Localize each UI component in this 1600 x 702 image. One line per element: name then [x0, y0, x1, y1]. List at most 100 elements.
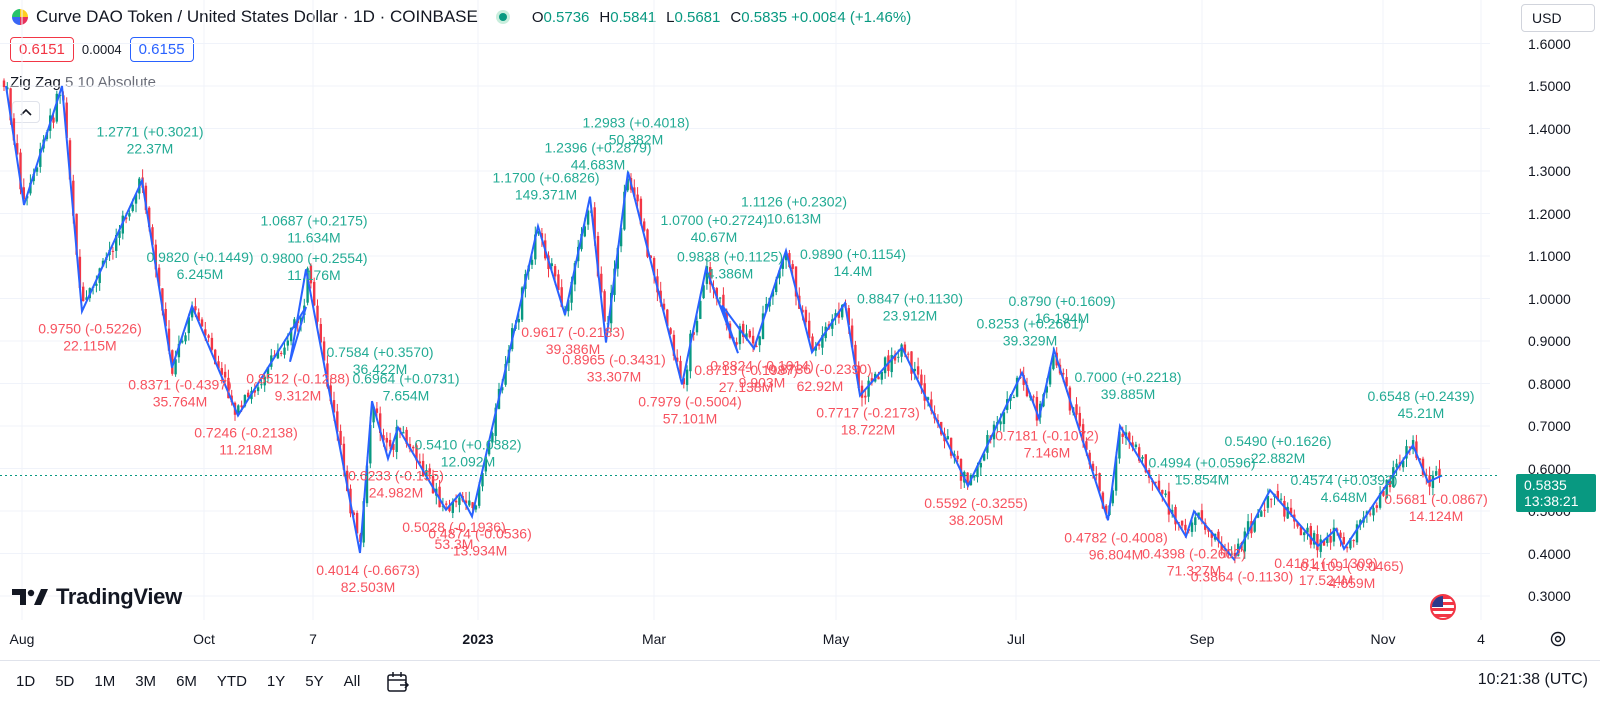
- ohlc-close-key: C: [730, 8, 742, 26]
- candle-body: [1243, 531, 1246, 552]
- range-1m[interactable]: 1M: [94, 673, 116, 690]
- candle-body: [685, 369, 689, 385]
- range-all[interactable]: All: [343, 673, 361, 690]
- candle-body: [227, 377, 230, 399]
- candle-body: [1405, 446, 1408, 459]
- candle-body: [883, 357, 887, 374]
- indicator-name[interactable]: Zig Zag: [10, 74, 61, 91]
- time-tick: Jul: [1007, 631, 1025, 647]
- range-5d[interactable]: 5D: [55, 673, 75, 690]
- calendar-icon[interactable]: [386, 671, 410, 693]
- candle-body: [854, 344, 857, 368]
- time-tick: 2023: [462, 631, 494, 647]
- candle-body: [1012, 397, 1015, 399]
- range-5y[interactable]: 5Y: [305, 673, 324, 690]
- candle-body: [111, 250, 115, 252]
- market-open-icon[interactable]: [495, 10, 510, 24]
- zigzag-pivot-volume: 39.885M: [1101, 386, 1155, 402]
- candle-body: [243, 395, 247, 407]
- symbol-title[interactable]: Curve DAO Token / United States Dollar ·…: [36, 7, 478, 26]
- candle-body: [1167, 491, 1171, 515]
- price-change: +0.0084 (+1.46%): [791, 8, 912, 26]
- zigzag-pivot-label: 0.8824 (-0.1014): [710, 357, 814, 373]
- candle-body: [283, 347, 286, 355]
- buy-button[interactable]: 0.6155: [129, 37, 194, 62]
- candle-body: [501, 387, 504, 391]
- candle-body: [474, 505, 478, 510]
- candle-body: [705, 266, 709, 284]
- ohlc-open-key: O: [531, 8, 544, 26]
- us-flag-icon[interactable]: [1430, 594, 1456, 620]
- candle-body: [68, 140, 72, 180]
- candle-body: [692, 332, 695, 335]
- range-ytd[interactable]: YTD: [216, 673, 247, 690]
- candle-body: [847, 308, 850, 325]
- candle-body: [669, 328, 672, 334]
- utc-clock[interactable]: 10:21:38 (UTC): [1477, 671, 1588, 688]
- zigzag-pivot-label: 0.7246 (-0.2138): [194, 425, 298, 441]
- collapse-legend-button[interactable]: [12, 101, 40, 123]
- candle-body: [352, 512, 355, 515]
- range-1d[interactable]: 1D: [16, 673, 36, 690]
- gear-icon[interactable]: [1548, 629, 1568, 649]
- zigzag-pivot-label: 0.4398 (-0.2602): [1142, 546, 1246, 562]
- zigzag-pivot-label: 0.6964 (+0.0731): [352, 371, 459, 387]
- candle-body: [223, 371, 227, 378]
- time-tick: 4: [1477, 631, 1485, 647]
- zigzag-pivot-volume: 44.683M: [571, 157, 625, 173]
- candle-body: [897, 356, 900, 358]
- candle-body: [1388, 480, 1392, 488]
- indicator-legend[interactable]: Zig Zag 5 10 Absolute: [10, 74, 156, 91]
- candle-body: [1184, 524, 1187, 531]
- candle-body: [260, 384, 263, 386]
- candle-body: [115, 234, 118, 251]
- candle-body: [778, 270, 781, 279]
- zigzag-line: [5, 85, 1443, 562]
- candle-body: [913, 368, 916, 372]
- candle-body: [890, 355, 893, 373]
- candle-body: [672, 334, 676, 356]
- candle-body: [365, 465, 369, 504]
- zigzag-pivot-label: 0.8713 (-0.1987): [694, 362, 798, 378]
- ohlc-open-value: 0.5736: [543, 8, 590, 26]
- candle-body: [1078, 412, 1081, 427]
- candle-body: [19, 152, 22, 190]
- zigzag-pivot-volume: 4.386M: [707, 265, 754, 281]
- range-1y[interactable]: 1Y: [266, 673, 286, 690]
- candle-body: [1114, 456, 1118, 491]
- zigzag-pivot-label: 0.7584 (+0.3570): [326, 344, 433, 360]
- candle-body: [177, 343, 181, 358]
- candle-body: [814, 346, 817, 351]
- zigzag-pivot-volume: 23.912M: [883, 308, 937, 324]
- range-6m[interactable]: 6M: [176, 673, 197, 690]
- candle-body: [1408, 446, 1411, 448]
- range-3m[interactable]: 3M: [135, 673, 157, 690]
- candle-body: [1052, 355, 1055, 370]
- currency-selector[interactable]: USD: [1521, 4, 1595, 32]
- candle-body: [1253, 519, 1256, 532]
- price-tick: 1.1000: [1528, 248, 1571, 264]
- candle-body: [718, 297, 722, 299]
- candle-body: [405, 429, 408, 444]
- candle-body: [1329, 536, 1332, 543]
- candle-body: [821, 335, 824, 348]
- sell-button[interactable]: 0.6151: [10, 37, 74, 62]
- candle-body: [1352, 539, 1355, 542]
- time-tick: Mar: [641, 631, 667, 647]
- time-tick: May: [822, 631, 850, 647]
- candle-body: [573, 263, 577, 285]
- candle-body: [804, 309, 808, 323]
- candle-body: [12, 118, 16, 141]
- candle-body: [1098, 473, 1101, 492]
- zigzag-pivot-label: 0.8965 (-0.3431): [562, 351, 666, 367]
- chart-header: Curve DAO Token / United States Dollar ·…: [0, 0, 1480, 34]
- candle-body: [124, 217, 128, 220]
- zigzag-pivot-volume: 57.101M: [663, 410, 717, 426]
- candle-body: [643, 221, 646, 231]
- candle-body: [1349, 538, 1352, 549]
- tradingview-logo[interactable]: TradingView: [12, 584, 182, 610]
- zigzag-pivot-label: 0.5028 (-0.1936): [402, 519, 506, 535]
- candle-body: [174, 359, 177, 375]
- zigzag-pivot-label: 0.4574 (+0.0393): [1290, 472, 1397, 488]
